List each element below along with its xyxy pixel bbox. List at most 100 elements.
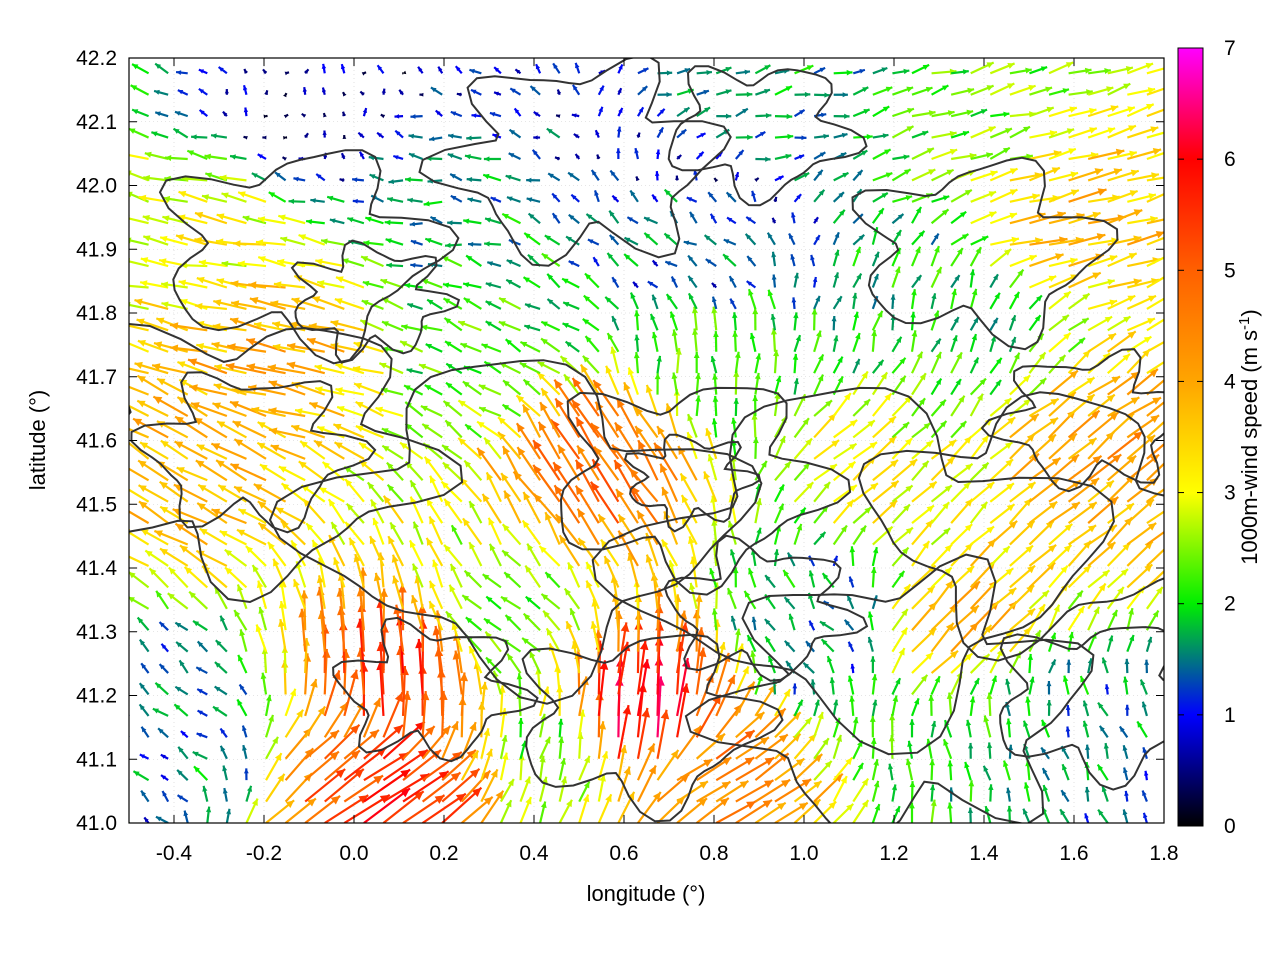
wind-vector-head: [523, 379, 531, 386]
wind-vector-head: [427, 299, 434, 305]
wind-vector-head: [584, 755, 590, 764]
wind-vector-head: [486, 657, 493, 664]
wind-vector-head: [650, 313, 656, 321]
wind-vector-head: [836, 296, 842, 303]
wind-vector-head: [1005, 459, 1013, 467]
wind-vector: [378, 660, 385, 716]
wind-vector-head: [1165, 356, 1173, 363]
wind-vector-head: [363, 240, 370, 246]
wind-vector-head: [578, 538, 586, 547]
wind-vector-head: [1129, 190, 1138, 197]
wind-vector-head: [582, 794, 590, 803]
wind-vector-head: [159, 664, 165, 670]
wind-vector-head: [1002, 546, 1010, 554]
wind-vector-head: [1163, 566, 1164, 567]
wind-vector-head: [618, 107, 623, 114]
wind-vector-head: [458, 320, 466, 327]
wind-vector-head: [762, 799, 773, 809]
wind-vector-head: [847, 675, 854, 682]
wind-vector-head: [1010, 315, 1016, 322]
wind-vector-head: [425, 344, 432, 349]
terrain-contour: [130, 371, 377, 534]
wind-vector-head: [639, 640, 649, 651]
wind-vector-head: [683, 107, 690, 113]
wind-vector-head: [721, 781, 731, 790]
wind-vector-head: [1028, 84, 1036, 92]
wind-vector-head: [871, 674, 878, 681]
wind-vector-head: [1137, 721, 1143, 728]
wind-vector-head: [1007, 417, 1016, 425]
wind-vector-head: [992, 317, 998, 324]
wind-vector-head: [469, 501, 476, 509]
wind-vector-head: [405, 176, 411, 183]
wind-vector-head: [617, 88, 622, 94]
wind-vector-head: [787, 552, 793, 559]
wind-vector-head: [1042, 785, 1048, 792]
wind-vector-head: [624, 237, 631, 243]
wind-vector-head: [587, 239, 594, 244]
wind-vector-head: [556, 114, 561, 119]
wind-vector-head: [526, 197, 533, 203]
wind-vector-head: [870, 567, 877, 574]
wind-vector-head: [141, 790, 147, 797]
wind-vector-head: [854, 358, 860, 365]
wind-vector-head: [1040, 66, 1048, 72]
wind-vector-head: [905, 438, 913, 446]
wind-vector-head: [155, 111, 161, 117]
wind-vector-head: [278, 619, 286, 627]
wind-vector-head: [153, 341, 163, 349]
wind-vector-head: [129, 191, 133, 198]
wind-vector-head: [283, 93, 287, 98]
wind-vector-head: [902, 422, 910, 429]
wind-vector-head: [469, 722, 477, 732]
wind-vector-head: [503, 380, 510, 387]
wind-vector-head: [692, 328, 699, 335]
wind-vector-head: [145, 550, 153, 558]
wind-vector: [129, 286, 130, 288]
wind-vector: [1146, 151, 1164, 161]
wind-vector-head: [670, 749, 679, 759]
x-axis-title: longitude (°): [587, 881, 706, 906]
wind-vector-head: [925, 652, 933, 660]
wind-vector-head: [627, 217, 633, 222]
wind-vector-head: [1150, 215, 1158, 223]
wind-vector-head: [116, 423, 124, 430]
wind-vector-head: [1038, 352, 1046, 360]
wind-vector-head: [874, 251, 880, 258]
wind-vector-head: [194, 302, 203, 310]
wind-vector-head: [258, 606, 265, 614]
wind-vector-head: [696, 627, 705, 637]
wind-vector-head: [822, 738, 829, 746]
wind-vector: [129, 350, 130, 352]
wind-vector-head: [408, 153, 415, 158]
wind-vector-head: [129, 128, 136, 134]
wind-vector-head: [947, 760, 954, 767]
wind-vector-head: [180, 731, 186, 736]
wind-vector-head: [867, 420, 875, 428]
wind-vector-head: [471, 113, 477, 118]
wind-vector-head: [1051, 457, 1061, 466]
wind-vector-head: [129, 572, 136, 579]
wind-vector-head: [1002, 147, 1010, 154]
wind-vector-head: [500, 596, 508, 603]
wind-vector-head: [831, 440, 840, 448]
wind-vector-head: [451, 752, 462, 761]
wind-vector-head: [548, 173, 554, 179]
wind-vector-head: [151, 131, 158, 137]
wind-vector-head: [230, 154, 236, 160]
wind-vector-head: [617, 398, 625, 409]
wind-vector-head: [1167, 453, 1175, 461]
wind-vector-head: [141, 663, 147, 669]
wind-vector-head: [477, 421, 485, 429]
wind-vector-head: [169, 344, 179, 353]
wind-vector-head: [905, 195, 913, 201]
wind-vector-head: [247, 785, 253, 792]
wind-vector-head: [967, 807, 974, 814]
wind-vector-head: [236, 529, 246, 537]
wind-vector-head: [805, 438, 813, 446]
wind-vector-head: [134, 361, 143, 369]
y-tick-label: 41.1: [76, 748, 117, 771]
wind-vector-head: [419, 92, 424, 97]
wind-vector-head: [1164, 315, 1172, 322]
wind-vector-head: [784, 597, 791, 603]
